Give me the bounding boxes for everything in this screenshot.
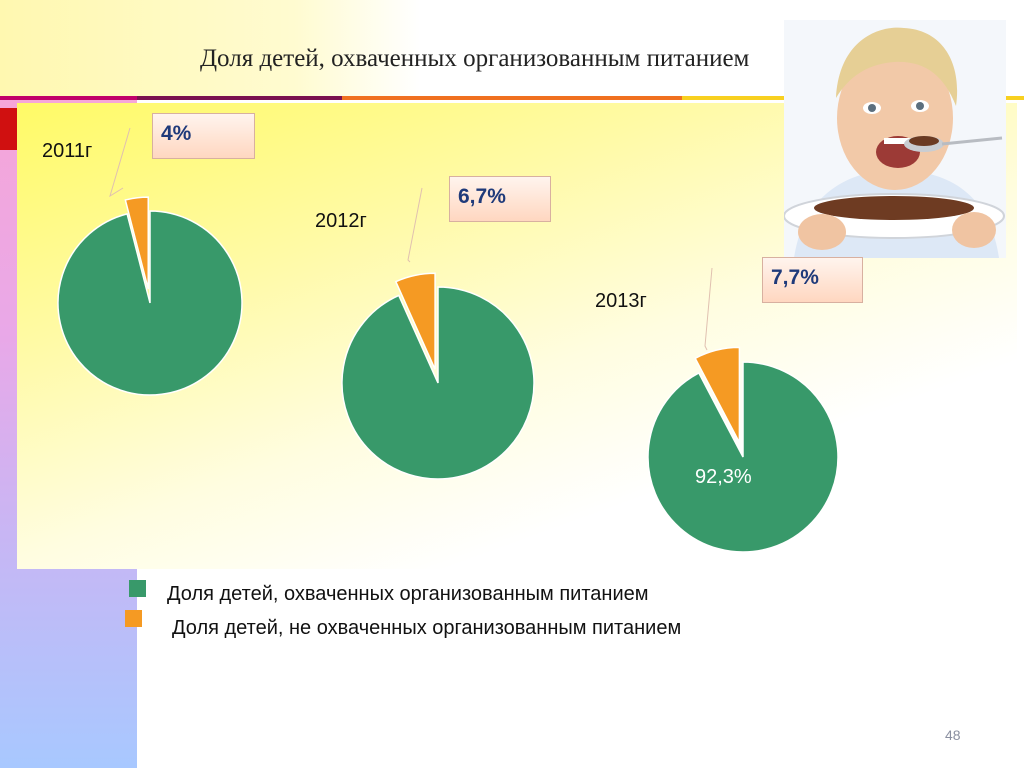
pie-slice-not-covered — [394, 272, 436, 370]
divider-segment — [342, 96, 682, 100]
pie-slice-not-covered — [124, 196, 149, 290]
pie-slice-covered — [341, 286, 535, 480]
legend-label-not-covered: Доля детей, не охваченных организованным… — [172, 617, 682, 639]
leader-line — [704, 267, 713, 351]
decorative-title-panel — [0, 0, 420, 100]
legend-swatch-covered — [129, 580, 146, 597]
data-label-2013-not-covered: 7,7% — [762, 257, 863, 303]
data-label-2012-not-covered: 6,7% — [449, 176, 551, 222]
legend-label-covered: Доля детей, охваченных организованным пи… — [167, 583, 649, 605]
leader-line — [109, 127, 131, 198]
pie-slice-covered — [57, 210, 243, 396]
chart-title-2012: 2012г — [315, 210, 367, 232]
pie-slice-covered — [647, 361, 839, 553]
pie-slice-not-covered — [694, 346, 741, 443]
slide-title: Доля детей, охваченных организованным пи… — [200, 45, 750, 72]
decorative-red-mark — [0, 108, 17, 150]
divider-segment — [0, 96, 137, 100]
divider-segment — [137, 96, 342, 100]
chart-title-2011: 2011г — [42, 140, 93, 162]
data-label-2011-not-covered: 4% — [152, 113, 255, 159]
data-label-covered: 92,3% — [695, 466, 752, 488]
child-eating-photo — [784, 20, 1006, 258]
chart-title-2013: 2013г — [595, 290, 647, 312]
legend-swatch-not-covered — [125, 610, 142, 627]
leader-line — [407, 187, 423, 263]
page-number: 48 — [945, 727, 961, 743]
